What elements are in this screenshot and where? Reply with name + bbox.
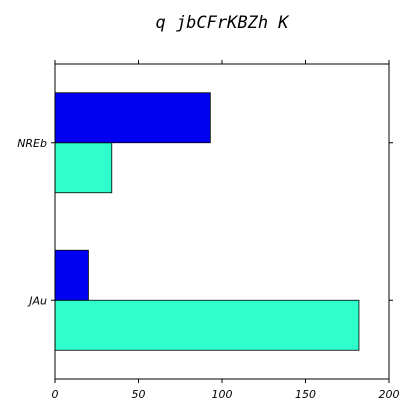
y-tick-label: JAu (27, 294, 47, 307)
bar-NREb-series-1 (54, 142, 113, 194)
y-tick-label: NREb (17, 137, 47, 150)
bars-layer (54, 92, 360, 351)
x-tick-label: 200 (379, 388, 400, 401)
x-tick-label: 50 (132, 388, 146, 401)
ticks-layer: JAu NREb 0 50 100 150 200 (17, 60, 400, 401)
bar-NREb-series-2 (54, 92, 211, 144)
bar-JAu-series-1 (54, 299, 360, 351)
chart-title: q jbCFrKBZh K (155, 13, 290, 33)
bar-JAu-series-2 (54, 249, 89, 301)
x-tick-label: 0 (52, 388, 59, 401)
x-tick-label: 100 (212, 388, 233, 401)
x-tick-label: 150 (295, 388, 316, 401)
